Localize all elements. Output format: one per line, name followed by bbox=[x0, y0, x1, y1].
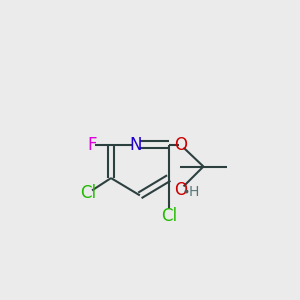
Text: H: H bbox=[189, 185, 199, 199]
Text: Cl: Cl bbox=[161, 207, 177, 225]
Text: F: F bbox=[88, 136, 97, 154]
Text: O: O bbox=[174, 136, 187, 154]
Text: O: O bbox=[174, 181, 187, 199]
Text: Cl: Cl bbox=[80, 184, 96, 202]
Text: N: N bbox=[129, 136, 142, 154]
